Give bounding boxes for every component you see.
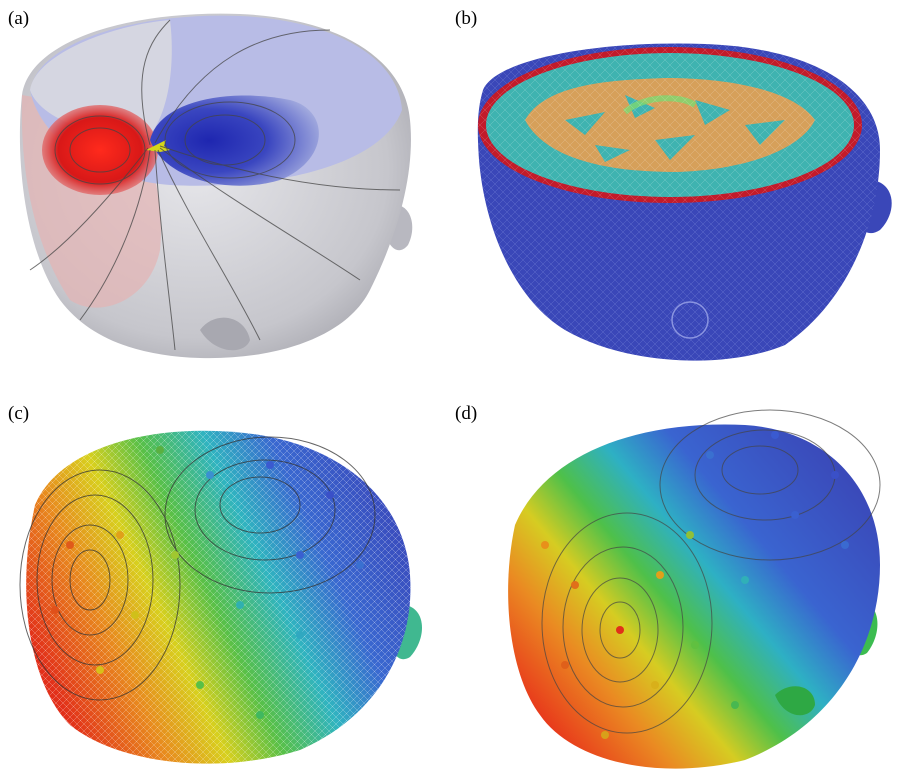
panel-d: (d)	[455, 395, 895, 775]
neck-bump	[200, 317, 250, 351]
isopotential-lines	[541, 409, 881, 734]
mesh-wireframe	[26, 430, 411, 764]
panel-b: (b)	[455, 0, 895, 380]
negative-pole	[150, 95, 319, 186]
cut-top-grey	[30, 20, 172, 136]
isopotential-lines	[19, 436, 376, 701]
panel-b-label: (b)	[455, 8, 478, 29]
positive-pole	[42, 105, 158, 195]
panel-a-label: (a)	[8, 8, 30, 29]
dipole-arrow-icon	[146, 140, 170, 152]
head-mesh-render-b	[477, 43, 892, 361]
panel-c-label: (c)	[8, 403, 30, 424]
head-potential-map-d	[508, 409, 881, 769]
cut-wireframe	[478, 47, 862, 203]
head-potential-surface	[508, 424, 880, 769]
ear-canal	[671, 301, 709, 339]
isopotential-lines	[29, 19, 401, 351]
head-potential-map-c	[19, 430, 422, 764]
panel-d-label: (d)	[455, 403, 478, 424]
electrode-markers	[51, 446, 364, 719]
panel-c: (c)	[0, 395, 440, 775]
head-potential-render-a	[19, 13, 413, 359]
electrode-markers	[541, 431, 849, 739]
panel-a: (a)	[0, 0, 440, 380]
ear-canal	[775, 686, 815, 716]
